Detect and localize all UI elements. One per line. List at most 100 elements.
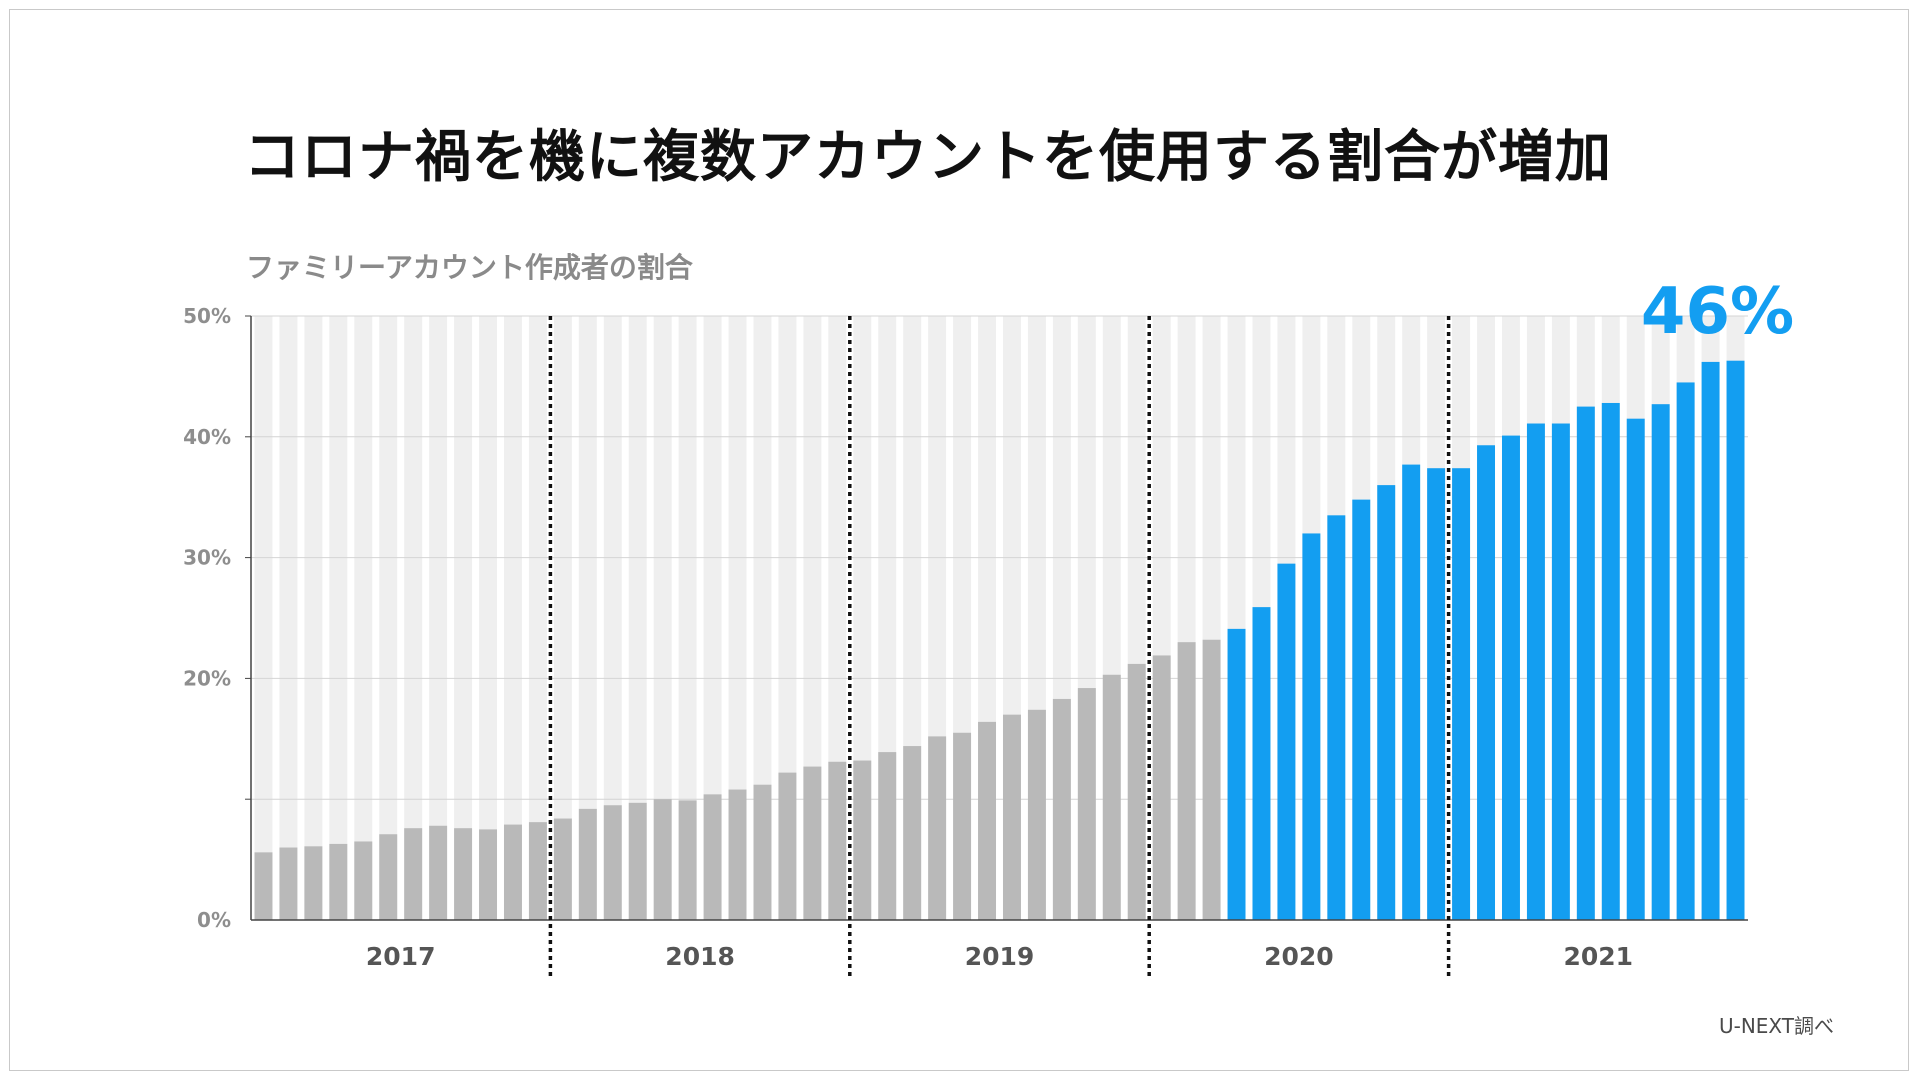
- bar: [953, 732, 972, 920]
- bar: [753, 784, 772, 920]
- background-bar: [354, 316, 373, 920]
- bar: [1626, 418, 1645, 920]
- bar: [1526, 423, 1545, 920]
- bar: [1427, 468, 1446, 920]
- bar: [1651, 404, 1670, 921]
- bar: [653, 799, 672, 920]
- bar: [1551, 423, 1570, 920]
- background-bar: [703, 316, 722, 920]
- bar: [1127, 663, 1146, 920]
- background-bar: [254, 316, 273, 920]
- bar: [1102, 674, 1121, 920]
- background-bar: [628, 316, 647, 920]
- bar: [1027, 709, 1046, 920]
- year-label: 2021: [1564, 942, 1634, 971]
- bar: [254, 852, 273, 920]
- bar: [479, 829, 498, 920]
- bar: [379, 834, 398, 920]
- background-bars: [254, 316, 1745, 920]
- bar: [354, 841, 373, 920]
- bar: [1377, 485, 1396, 920]
- bar: [1152, 655, 1171, 920]
- axes: [245, 315, 1748, 921]
- bar: [454, 828, 473, 920]
- bar: [903, 746, 922, 920]
- y-tick-label: 50%: [183, 304, 231, 328]
- bar: [878, 752, 897, 920]
- data-bars: [254, 360, 1745, 921]
- background-bar: [728, 316, 747, 920]
- background-bar: [653, 316, 672, 920]
- bar: [553, 818, 572, 920]
- background-bar: [553, 316, 572, 920]
- bar: [928, 736, 947, 920]
- year-label: 2020: [1264, 942, 1334, 971]
- background-bar: [404, 316, 423, 920]
- bar: [1327, 515, 1346, 920]
- bar: [1052, 698, 1071, 920]
- background-bar: [603, 316, 622, 920]
- chart-title: ファミリーアカウント作成者の割合: [246, 251, 693, 284]
- background-bar: [528, 316, 547, 920]
- highlight-value-label: 46%: [1641, 275, 1794, 349]
- bar: [329, 843, 348, 920]
- year-label: 2017: [366, 942, 436, 971]
- bar: [778, 772, 797, 920]
- page-title: コロナ禍を機に複数アカウントを使用する割合が増加: [244, 125, 1612, 190]
- bar: [429, 825, 448, 920]
- bar: [1252, 607, 1271, 920]
- bar: [1077, 688, 1096, 920]
- bar: [603, 805, 622, 920]
- bar: [828, 761, 847, 920]
- bar: [1277, 563, 1296, 920]
- background-bar: [429, 316, 448, 920]
- background-bar: [778, 316, 797, 920]
- source-note: U-NEXT調べ: [1718, 1014, 1834, 1038]
- bar: [1701, 361, 1720, 920]
- background-bar: [678, 316, 697, 920]
- bar: [853, 760, 872, 920]
- bar: [1452, 468, 1471, 920]
- bar: [578, 808, 597, 920]
- background-bar: [454, 316, 473, 920]
- y-tick-label: 20%: [183, 666, 231, 690]
- bar: [1501, 435, 1520, 920]
- bar: [803, 766, 822, 920]
- bar: [1477, 445, 1496, 920]
- bar: [1227, 628, 1246, 920]
- y-tick-label: 40%: [183, 425, 231, 449]
- chart-labels: 46% 0% 20% 30% 40% 50% 2017 2018 2019 2020 2021: [183, 275, 1794, 971]
- year-separators: [548, 316, 1451, 978]
- bar: [1202, 639, 1221, 920]
- bar: [404, 828, 423, 920]
- background-bar: [479, 316, 498, 920]
- bar: [628, 802, 647, 920]
- bar: [728, 789, 747, 920]
- bar: [1402, 464, 1421, 920]
- y-tick-label: 30%: [183, 546, 231, 570]
- background-bar: [329, 316, 348, 920]
- bar: [678, 800, 697, 920]
- bar: [279, 847, 298, 920]
- bar: [1601, 402, 1620, 920]
- bar: [528, 822, 547, 920]
- bar: [703, 794, 722, 920]
- year-label: 2018: [665, 942, 735, 971]
- bar: [304, 846, 323, 920]
- year-label: 2019: [965, 942, 1035, 971]
- bar: [503, 824, 522, 920]
- background-bar: [304, 316, 323, 920]
- gridlines: [251, 315, 1748, 800]
- bar: [1576, 406, 1595, 921]
- bar: [1676, 382, 1695, 920]
- background-bar: [379, 316, 398, 920]
- bar: [1302, 533, 1321, 920]
- background-bar: [578, 316, 597, 920]
- bar: [1177, 642, 1196, 920]
- bar: [1726, 360, 1745, 920]
- background-bar: [279, 316, 298, 920]
- bar: [978, 721, 997, 920]
- background-bar: [503, 316, 522, 920]
- bar: [1352, 499, 1371, 920]
